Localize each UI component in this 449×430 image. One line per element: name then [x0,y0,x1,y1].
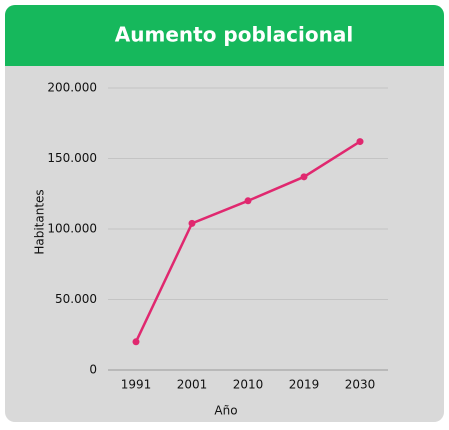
y-tick-label: 50.000 [55,292,97,306]
y-axis-label: Habitantes [33,189,47,254]
point [356,138,364,146]
point [300,173,308,181]
x-tick-label: 2010 [233,378,264,392]
x-tick-label: 2019 [289,378,320,392]
point [244,197,252,205]
point [188,219,196,227]
y-tick-label: 0 [89,363,97,377]
y-tick-label: 200.000 [47,81,97,95]
header [5,5,444,66]
y-tick-label: 100.000 [47,222,97,236]
x-tick-label: 1991 [121,378,152,392]
x-axis-label: Año [214,404,237,418]
point [132,338,140,346]
y-tick-label: 150.000 [47,151,97,165]
x-tick-label: 2001 [177,378,208,392]
card [5,5,444,422]
chart-title: Aumento poblacional [115,23,353,47]
x-tick-label: 2030 [345,378,376,392]
